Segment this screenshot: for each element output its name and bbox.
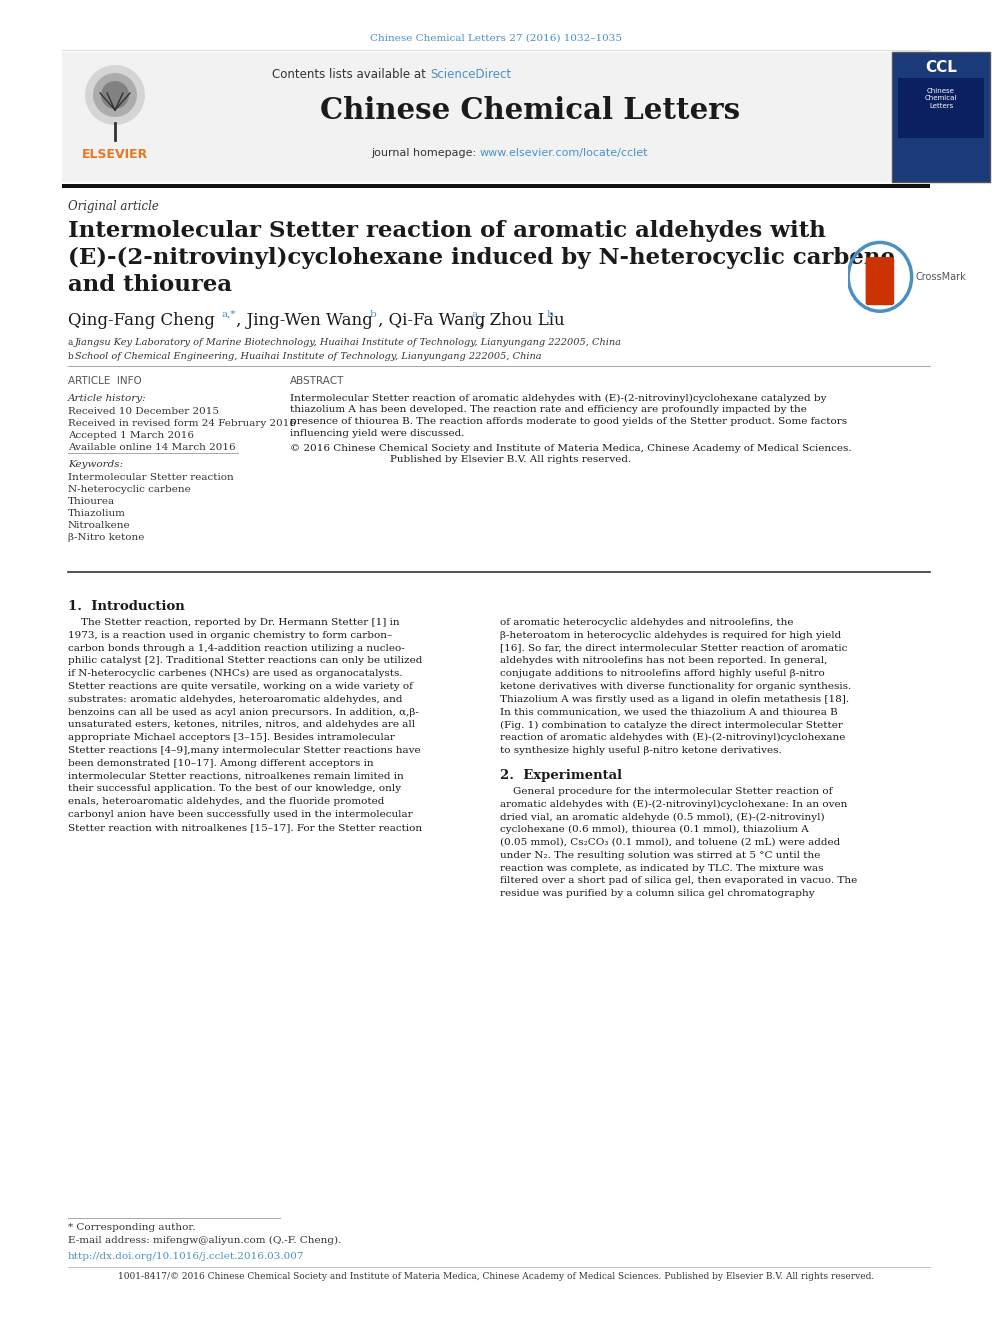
Text: β-heteroatom in heterocyclic aldehydes is required for high yield: β-heteroatom in heterocyclic aldehydes i… (500, 631, 841, 640)
Text: to synthesize highly useful β-nitro ketone derivatives.: to synthesize highly useful β-nitro keto… (500, 746, 782, 755)
Text: ScienceDirect: ScienceDirect (430, 67, 511, 81)
Text: School of Chemical Engineering, Huaihai Institute of Technology, Lianyungang 222: School of Chemical Engineering, Huaihai … (75, 352, 542, 361)
Text: reaction of aromatic aldehydes with (E)-(2-nitrovinyl)cyclohexane: reaction of aromatic aldehydes with (E)-… (500, 733, 845, 742)
Text: a: a (68, 337, 73, 347)
Text: aromatic aldehydes with (E)-(2-nitrovinyl)cyclohexane: In an oven: aromatic aldehydes with (E)-(2-nitroviny… (500, 799, 847, 808)
Text: Intermolecular Stetter reaction of aromatic aldehydes with (E)-(2-nitrovinyl)cyc: Intermolecular Stetter reaction of aroma… (290, 394, 826, 404)
Text: ARTICLE  INFO: ARTICLE INFO (68, 376, 142, 386)
Text: Received 10 December 2015: Received 10 December 2015 (68, 407, 219, 415)
Text: b: b (547, 310, 554, 319)
Text: (0.05 mmol), Cs₂CO₃ (0.1 mmol), and toluene (2 mL) were added: (0.05 mmol), Cs₂CO₃ (0.1 mmol), and tolu… (500, 837, 840, 847)
Text: Available online 14 March 2016: Available online 14 March 2016 (68, 443, 236, 452)
Text: (Fig. 1) combination to catalyze the direct intermolecular Stetter: (Fig. 1) combination to catalyze the dir… (500, 721, 843, 729)
Text: © 2016 Chinese Chemical Society and Institute of Materia Medica, Chinese Academy: © 2016 Chinese Chemical Society and Inst… (290, 445, 851, 452)
Circle shape (101, 81, 129, 108)
Text: 1973, is a reaction used in organic chemistry to form carbon–: 1973, is a reaction used in organic chem… (68, 631, 392, 640)
Text: ketone derivatives with diverse functionality for organic synthesis.: ketone derivatives with diverse function… (500, 681, 851, 691)
Text: conjugate additions to nitroolefins afford highly useful β-nitro: conjugate additions to nitroolefins affo… (500, 669, 824, 679)
Text: ABSTRACT: ABSTRACT (290, 376, 344, 386)
Text: Stetter reaction with nitroalkenes [15–17]. For the Stetter reaction: Stetter reaction with nitroalkenes [15–1… (68, 823, 423, 832)
Bar (62, 184, 930, 188)
Text: β-Nitro ketone: β-Nitro ketone (68, 533, 145, 542)
Text: Chinese Chemical Letters 27 (2016) 1032–1035: Chinese Chemical Letters 27 (2016) 1032–… (370, 34, 622, 44)
Text: Intermolecular Stetter reaction of aromatic aldehydes with: Intermolecular Stetter reaction of aroma… (68, 220, 826, 242)
Text: In this communication, we used the thiazolium A and thiourea B: In this communication, we used the thiaz… (500, 708, 838, 717)
Text: a: a (472, 310, 478, 319)
Text: reaction was complete, as indicated by TLC. The mixture was: reaction was complete, as indicated by T… (500, 864, 823, 873)
Bar (898, 78, 984, 138)
Text: dried vial, an aromatic aldehyde (0.5 mmol), (E)-(2-nitrovinyl): dried vial, an aromatic aldehyde (0.5 mm… (500, 812, 824, 822)
Text: intermolecular Stetter reactions, nitroalkenes remain limited in: intermolecular Stetter reactions, nitroa… (68, 771, 404, 781)
Text: Accepted 1 March 2016: Accepted 1 March 2016 (68, 431, 194, 441)
Text: Nitroalkene: Nitroalkene (68, 521, 131, 531)
Text: unsaturated esters, ketones, nitriles, nitros, and aldehydes are all: unsaturated esters, ketones, nitriles, n… (68, 721, 415, 729)
Text: 1.  Introduction: 1. Introduction (68, 601, 185, 613)
Text: substrates: aromatic aldehydes, heteroaromatic aldehydes, and: substrates: aromatic aldehydes, heteroar… (68, 695, 403, 704)
Text: Stetter reactions are quite versatile, working on a wide variety of: Stetter reactions are quite versatile, w… (68, 681, 413, 691)
Text: CrossMark: CrossMark (916, 271, 966, 282)
Text: * Corresponding author.: * Corresponding author. (68, 1222, 195, 1232)
Text: if N-heterocyclic carbenes (NHCs) are used as organocatalysts.: if N-heterocyclic carbenes (NHCs) are us… (68, 669, 403, 679)
Text: Chinese
Chemical
Letters: Chinese Chemical Letters (925, 89, 957, 108)
Text: 1001-8417/© 2016 Chinese Chemical Society and Institute of Materia Medica, Chine: 1001-8417/© 2016 Chinese Chemical Societ… (118, 1271, 874, 1281)
Text: benzoins can all be used as acyl anion precursors. In addition, α,β-: benzoins can all be used as acyl anion p… (68, 708, 419, 717)
Text: Received in revised form 24 February 2016: Received in revised form 24 February 201… (68, 419, 296, 429)
Text: Original article: Original article (68, 200, 159, 213)
Text: and thiourea: and thiourea (68, 274, 232, 296)
Text: [16]. So far, the direct intermolecular Stetter reaction of aromatic: [16]. So far, the direct intermolecular … (500, 643, 847, 652)
Circle shape (93, 73, 137, 116)
Text: , Jing-Wen Wang: , Jing-Wen Wang (236, 312, 373, 329)
Text: been demonstrated [10–17]. Among different acceptors in: been demonstrated [10–17]. Among differe… (68, 759, 374, 767)
Text: , Zhou Liu: , Zhou Liu (479, 312, 564, 329)
Text: residue was purified by a column silica gel chromatography: residue was purified by a column silica … (500, 889, 814, 898)
Text: (E)-(2-nitrovinyl)cyclohexane induced by N-heterocyclic carbene: (E)-(2-nitrovinyl)cyclohexane induced by… (68, 247, 895, 269)
Text: Chinese Chemical Letters: Chinese Chemical Letters (320, 97, 740, 124)
Bar (892, 52, 990, 183)
Text: N-heterocyclic carbene: N-heterocyclic carbene (68, 486, 190, 493)
Text: their successful application. To the best of our knowledge, only: their successful application. To the bes… (68, 785, 401, 794)
Text: Thiazolium A was firstly used as a ligand in olefin metathesis [18].: Thiazolium A was firstly used as a ligan… (500, 695, 849, 704)
Text: aldehydes with nitroolefins has not been reported. In general,: aldehydes with nitroolefins has not been… (500, 656, 827, 665)
Text: carbonyl anion have been successfully used in the intermolecular: carbonyl anion have been successfully us… (68, 810, 413, 819)
Bar (62, 52, 892, 183)
Text: under N₂. The resulting solution was stirred at 5 °C until the: under N₂. The resulting solution was sti… (500, 851, 820, 860)
Text: cyclohexane (0.6 mmol), thiourea (0.1 mmol), thiazolium A: cyclohexane (0.6 mmol), thiourea (0.1 mm… (500, 826, 808, 835)
Text: a,*: a,* (222, 310, 236, 319)
Text: Stetter reactions [4–9],many intermolecular Stetter reactions have: Stetter reactions [4–9],many intermolecu… (68, 746, 421, 755)
Text: Jiangsu Key Laboratory of Marine Biotechnology, Huaihai Institute of Technology,: Jiangsu Key Laboratory of Marine Biotech… (75, 337, 622, 347)
Text: of aromatic heterocyclic aldehydes and nitroolefins, the: of aromatic heterocyclic aldehydes and n… (500, 618, 794, 627)
Text: Published by Elsevier B.V. All rights reserved.: Published by Elsevier B.V. All rights re… (390, 455, 631, 464)
FancyBboxPatch shape (866, 257, 894, 306)
Text: Intermolecular Stetter reaction: Intermolecular Stetter reaction (68, 474, 234, 482)
Text: influencing yield were discussed.: influencing yield were discussed. (290, 429, 464, 438)
Circle shape (85, 65, 145, 124)
Text: General procedure for the intermolecular Stetter reaction of: General procedure for the intermolecular… (500, 787, 832, 796)
Text: carbon bonds through a 1,4-addition reaction utilizing a nucleo-: carbon bonds through a 1,4-addition reac… (68, 643, 405, 652)
Text: enals, heteroaromatic aldehydes, and the fluoride promoted: enals, heteroaromatic aldehydes, and the… (68, 798, 384, 806)
Text: journal homepage:: journal homepage: (371, 148, 480, 157)
Text: Thiazolium: Thiazolium (68, 509, 126, 519)
Text: b: b (68, 352, 73, 361)
Text: CCL: CCL (926, 60, 957, 75)
Text: Article history:: Article history: (68, 394, 147, 404)
Text: E-mail address: mifengw@aliyun.com (Q.-F. Cheng).: E-mail address: mifengw@aliyun.com (Q.-F… (68, 1236, 341, 1245)
Text: Qing-Fang Cheng: Qing-Fang Cheng (68, 312, 215, 329)
Text: , Qi-Fa Wang: , Qi-Fa Wang (378, 312, 485, 329)
Text: appropriate Michael acceptors [3–15]. Besides intramolecular: appropriate Michael acceptors [3–15]. Be… (68, 733, 395, 742)
Text: thiazolium A has been developed. The reaction rate and efficiency are profoundly: thiazolium A has been developed. The rea… (290, 406, 806, 414)
Text: philic catalyst [2]. Traditional Stetter reactions can only be utilized: philic catalyst [2]. Traditional Stetter… (68, 656, 423, 665)
Text: www.elsevier.com/locate/cclet: www.elsevier.com/locate/cclet (480, 148, 649, 157)
Text: The Stetter reaction, reported by Dr. Hermann Stetter [1] in: The Stetter reaction, reported by Dr. He… (68, 618, 400, 627)
Text: ELSEVIER: ELSEVIER (82, 148, 148, 161)
Text: http://dx.doi.org/10.1016/j.cclet.2016.03.007: http://dx.doi.org/10.1016/j.cclet.2016.0… (68, 1252, 305, 1261)
Text: filtered over a short pad of silica gel, then evaporated in vacuo. The: filtered over a short pad of silica gel,… (500, 876, 857, 885)
Text: 2.  Experimental: 2. Experimental (500, 769, 622, 782)
Text: b: b (370, 310, 377, 319)
Text: Contents lists available at: Contents lists available at (273, 67, 430, 81)
Text: Keywords:: Keywords: (68, 460, 123, 468)
Text: Thiourea: Thiourea (68, 497, 115, 505)
Text: presence of thiourea B. The reaction affords moderate to good yields of the Stet: presence of thiourea B. The reaction aff… (290, 417, 847, 426)
